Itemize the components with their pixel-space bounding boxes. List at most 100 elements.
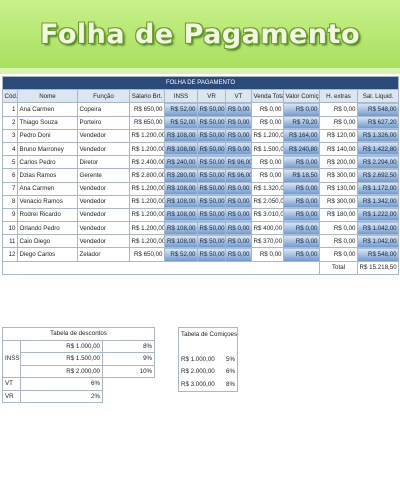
- cell-liquido[interactable]: R$ 1.326,00: [356, 128, 400, 143]
- inss-rate[interactable]: 10%: [101, 364, 156, 378]
- inss-label[interactable]: INSS: [2, 339, 21, 378]
- cell-cod[interactable]: 11: [2, 234, 18, 249]
- cell-funcao[interactable]: Zelador: [77, 247, 130, 262]
- cell-vr[interactable]: R$ 50,00: [197, 221, 226, 236]
- cell-venda-total[interactable]: R$ 370,00: [251, 234, 284, 249]
- cell-cod[interactable]: 1: [2, 102, 18, 117]
- cell-hextras[interactable]: R$ 130,00: [319, 181, 358, 196]
- cell-comissao[interactable]: R$ 0,00: [283, 221, 320, 236]
- header-liquido[interactable]: Sal. Liquid.: [356, 89, 400, 104]
- cell-vr[interactable]: R$ 50,00: [197, 234, 226, 249]
- cell-venda-total[interactable]: R$ 0,00: [251, 247, 284, 262]
- cell-salario[interactable]: R$ 650,00: [129, 102, 165, 117]
- cell-nome[interactable]: Thiago Souza: [17, 115, 78, 130]
- cell-liquido[interactable]: R$ 1.042,00: [356, 221, 400, 236]
- cell-funcao[interactable]: Vendedor: [77, 128, 130, 143]
- cell-salario[interactable]: R$ 2.800,00: [129, 168, 165, 183]
- cell-vr[interactable]: R$ 50,00: [197, 207, 226, 223]
- cell-vr[interactable]: R$ 50,00: [197, 181, 226, 196]
- header-cod[interactable]: Cód.: [2, 89, 18, 104]
- cell-liquido[interactable]: R$ 627,20: [356, 115, 400, 130]
- inss-bracket[interactable]: R$ 2.000,00: [20, 364, 103, 378]
- cell-liquido[interactable]: R$ 1.222,00: [356, 207, 400, 223]
- cell-hextras[interactable]: R$ 0,00: [319, 221, 358, 236]
- cell-cod[interactable]: 10: [2, 221, 18, 236]
- cell-cod[interactable]: 3: [2, 128, 18, 143]
- cell-comissao[interactable]: R$ 0,00: [283, 181, 320, 196]
- cell-vr[interactable]: R$ 50,00: [197, 115, 226, 130]
- discount-table-title[interactable]: Tabela de descontos: [1, 327, 156, 341]
- cell-salario[interactable]: R$ 1.200,00: [129, 207, 165, 223]
- cell-salario[interactable]: R$ 1.200,00: [129, 181, 165, 196]
- cell-hextras[interactable]: R$ 120,00: [319, 128, 358, 143]
- cell-hextras[interactable]: R$ 200,00: [319, 155, 358, 170]
- cell-vt[interactable]: R$ 0,00: [225, 207, 252, 223]
- cell-salario[interactable]: R$ 650,00: [129, 247, 165, 262]
- cell-salario[interactable]: R$ 650,00: [129, 115, 165, 130]
- cell-vt[interactable]: R$ 0,00: [225, 102, 252, 117]
- cell-nome[interactable]: Dzias Ramos: [17, 168, 78, 183]
- cell-vt[interactable]: R$ 0,00: [225, 194, 252, 209]
- cell-comissao[interactable]: R$ 240,80: [283, 141, 320, 157]
- commission-rate[interactable]: 5%: [226, 355, 235, 363]
- cell-salario[interactable]: R$ 1.200,00: [129, 141, 165, 157]
- cell-funcao[interactable]: Vendedor: [77, 181, 130, 196]
- inss-bracket[interactable]: R$ 1.500,00: [20, 352, 103, 366]
- cell-inss[interactable]: R$ 52,00: [164, 102, 198, 117]
- cell-liquido[interactable]: R$ 1.042,00: [356, 234, 400, 249]
- cell-comissao[interactable]: R$ 0,00: [283, 234, 320, 249]
- commission-bracket[interactable]: R$ 3.000,00: [181, 380, 215, 388]
- cell-cod[interactable]: 4: [2, 141, 18, 157]
- cell-vr[interactable]: R$ 50,00: [197, 194, 226, 209]
- cell-salario[interactable]: R$ 1.200,00: [129, 234, 165, 249]
- cell-salario[interactable]: R$ 1.200,00: [129, 194, 165, 209]
- cell-inss[interactable]: R$ 108,00: [164, 181, 198, 196]
- cell-comissao[interactable]: R$ 0,00: [283, 155, 320, 170]
- cell-vr[interactable]: R$ 50,00: [197, 168, 226, 183]
- cell-cod[interactable]: 12: [2, 247, 18, 262]
- cell-cod[interactable]: 2: [2, 115, 18, 130]
- cell-hextras[interactable]: R$ 0,00: [319, 234, 358, 249]
- cell-vt[interactable]: R$ 0,00: [225, 247, 252, 262]
- cell-nome[interactable]: Venacio Ramos: [17, 194, 78, 209]
- cell-funcao[interactable]: Porteiro: [77, 115, 130, 130]
- cell-funcao[interactable]: Diretor: [77, 155, 130, 170]
- cell-venda-total[interactable]: R$ 0,00: [251, 155, 284, 170]
- cell-hextras[interactable]: R$ 180,00: [319, 207, 358, 223]
- inss-bracket[interactable]: R$ 1.000,00: [20, 339, 103, 353]
- cell-vt[interactable]: R$ 0,00: [225, 221, 252, 236]
- vr-rate[interactable]: 2%: [20, 389, 103, 403]
- commission-bracket[interactable]: R$ 1.000,00: [181, 355, 215, 363]
- cell-comissao[interactable]: R$ 18,50: [283, 168, 320, 183]
- cell-funcao[interactable]: Vendedor: [77, 207, 130, 223]
- cell-inss[interactable]: R$ 240,00: [164, 155, 198, 170]
- cell-hextras[interactable]: R$ 300,00: [319, 168, 358, 183]
- header-venda[interactable]: Venda Total: [251, 89, 284, 104]
- cell-vr[interactable]: R$ 50,00: [197, 155, 226, 170]
- cell-comissao[interactable]: R$ 0,00: [283, 102, 320, 117]
- cell-funcao[interactable]: Vendedor: [77, 141, 130, 157]
- cell-salario[interactable]: R$ 1.200,00: [129, 221, 165, 236]
- cell-venda-total[interactable]: R$ 400,00: [251, 221, 284, 236]
- cell-hextras[interactable]: R$ 300,00: [319, 194, 358, 209]
- header-vt[interactable]: VT: [225, 89, 252, 104]
- cell-venda-total[interactable]: R$ 1.500,00: [251, 141, 284, 157]
- cell-inss[interactable]: R$ 52,00: [164, 115, 198, 130]
- cell-nome[interactable]: Ana Carmen: [17, 181, 78, 196]
- cell-inss[interactable]: R$ 108,00: [164, 141, 198, 157]
- header-comissao[interactable]: Valor Comiç.: [283, 89, 320, 104]
- cell-inss[interactable]: R$ 108,00: [164, 128, 198, 143]
- total-value[interactable]: R$ 15.218,50: [356, 260, 400, 275]
- cell-vr[interactable]: R$ 50,00: [197, 141, 226, 157]
- inss-rate[interactable]: 8%: [101, 339, 156, 353]
- cell-venda-total[interactable]: R$ 3.010,00: [251, 207, 284, 223]
- cell-nome[interactable]: Caio Diego: [17, 234, 78, 249]
- cell-nome[interactable]: Ana Carmen: [17, 102, 78, 117]
- cell-vt[interactable]: R$ 96,00: [225, 155, 252, 170]
- cell-inss[interactable]: R$ 108,00: [164, 234, 198, 249]
- vr-label[interactable]: VR: [2, 389, 21, 403]
- cell-nome[interactable]: Pedro Doni: [17, 128, 78, 143]
- cell-inss[interactable]: R$ 108,00: [164, 207, 198, 223]
- cell-vr[interactable]: R$ 50,00: [197, 128, 226, 143]
- header-funcao[interactable]: Função: [77, 89, 130, 104]
